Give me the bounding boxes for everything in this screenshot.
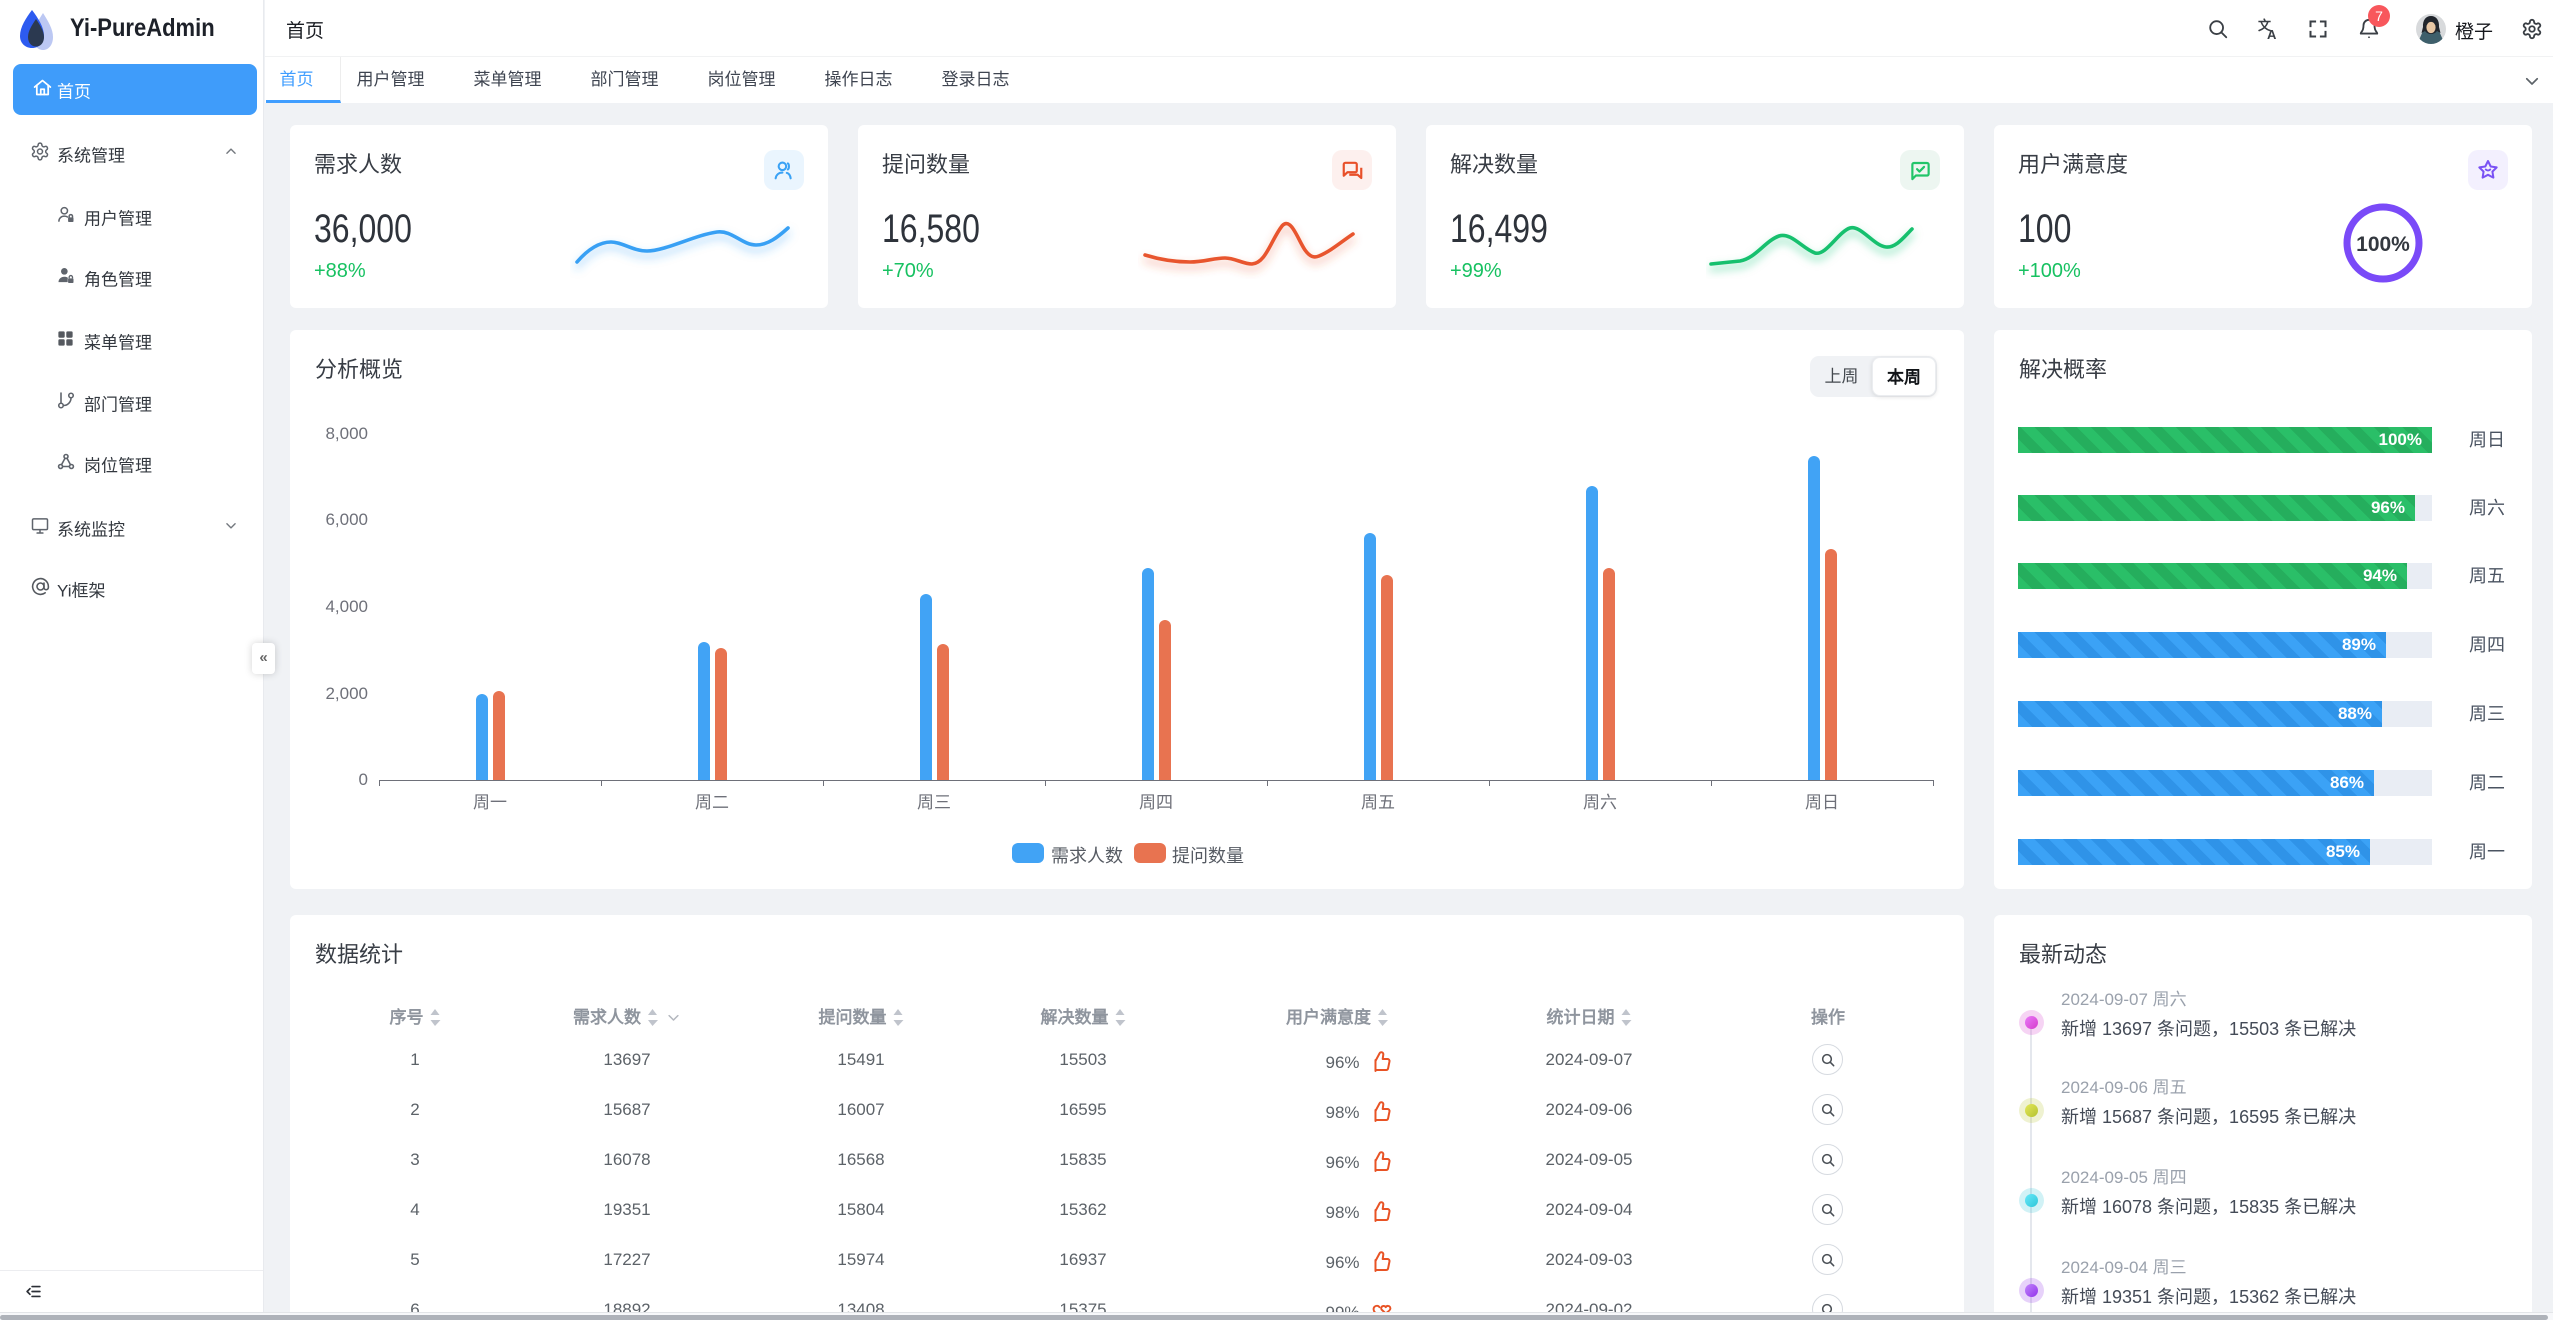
svg-text:文: 文 <box>2258 18 2272 33</box>
svg-text:A: A <box>2267 27 2277 41</box>
svg-text:100%: 100% <box>2356 233 2410 256</box>
